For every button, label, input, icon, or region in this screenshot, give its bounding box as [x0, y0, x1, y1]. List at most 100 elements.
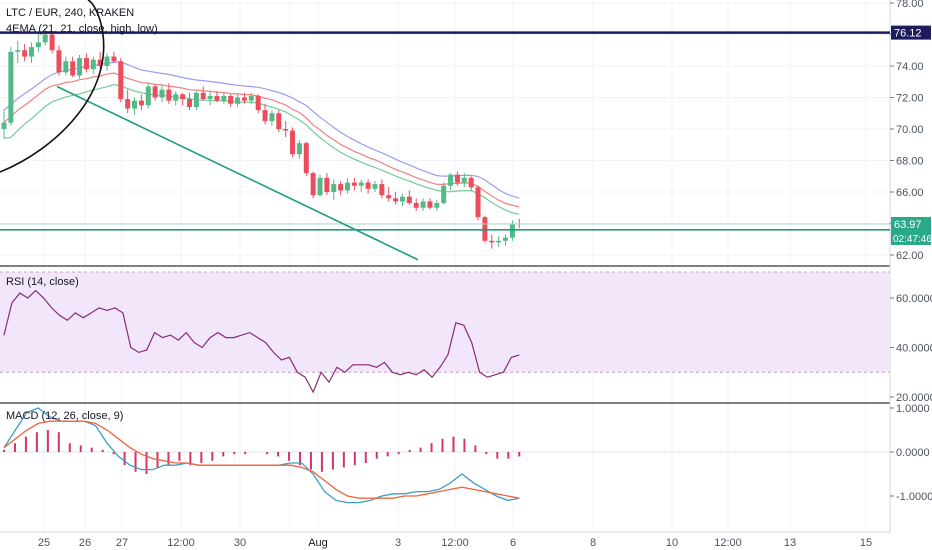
candle-body [310, 173, 316, 196]
candle-body [489, 240, 495, 243]
resistance-price-badge [891, 25, 931, 40]
candle-body [145, 86, 151, 106]
macd-tick-label: 0.0000 [896, 447, 930, 459]
candle-body [269, 113, 275, 122]
candle-body [255, 95, 261, 111]
last-price-badge [891, 216, 931, 245]
macd-title[interactable]: MACD (12, 26, close, 9) [6, 410, 124, 422]
time-tick-label: 8 [590, 537, 596, 549]
descending-trendline [56, 85, 419, 261]
symbol-title[interactable]: LTC / EUR, 240, KRAKEN [6, 7, 135, 19]
candle-body [228, 95, 234, 104]
candle-body [70, 61, 76, 76]
candle-body [331, 184, 337, 192]
candle-body [393, 198, 399, 202]
candle-body [248, 95, 254, 101]
time-tick-label: 12:00 [714, 537, 742, 549]
candle-body [1, 122, 7, 129]
time-tick-label: 25 [38, 537, 50, 549]
candle-body [152, 86, 158, 98]
candle-body [262, 110, 268, 122]
time-tick-label: 3 [395, 537, 401, 549]
macd-tick-label: 1.0000 [896, 403, 930, 415]
macd-tick-label: -1.0000 [896, 491, 932, 503]
candle-body [118, 61, 124, 100]
ema-low-line [3, 83, 520, 215]
time-tick-label: 13 [784, 537, 796, 549]
candle-body [241, 97, 247, 101]
candle-body [15, 50, 21, 52]
candle-body [159, 89, 165, 98]
rsi-band [0, 272, 890, 373]
candle-body [193, 92, 199, 107]
candle-body [386, 195, 392, 199]
candle-body [63, 61, 69, 73]
candle-body [379, 184, 385, 196]
candle-body [186, 99, 192, 107]
time-tick-label: 26 [79, 537, 91, 549]
time-tick-label: Aug [308, 537, 328, 549]
candle-body [132, 100, 138, 109]
time-tick-label: 27 [116, 537, 128, 549]
time-tick-label: 12:00 [441, 537, 469, 549]
rsi-tick-label: 60.0000 [896, 293, 932, 305]
candle-body [420, 201, 426, 208]
candle-body [42, 34, 48, 43]
rsi-title[interactable]: RSI (14, close) [6, 276, 79, 288]
ema-indicator-title[interactable]: 4EMA (21, 21, close, high, low) [6, 23, 158, 35]
candle-body [461, 177, 467, 183]
price-tick-label: 74.00 [896, 61, 924, 73]
macd-line [3, 407, 520, 504]
price-tick-label: 70.00 [896, 124, 924, 136]
candle-body [406, 196, 412, 204]
candle-body [503, 237, 509, 241]
candle-body [22, 50, 28, 57]
candle-body [90, 59, 96, 70]
candle-body [434, 203, 440, 208]
candle-body [49, 34, 55, 51]
price-tick-label: 78.00 [896, 0, 924, 10]
candle-body [358, 182, 364, 186]
ema-close-line [3, 72, 520, 208]
candle-body [441, 185, 447, 204]
rsi-tick-label: 20.0000 [896, 392, 932, 404]
candle-body [125, 99, 131, 109]
candle-body [338, 184, 344, 191]
last-price-label: 63.97 [894, 219, 922, 231]
price-tick-label: 66.00 [896, 187, 924, 199]
candle-body [97, 59, 103, 66]
candle-body [111, 56, 117, 62]
candle-body [365, 182, 371, 189]
candle-body [303, 143, 309, 174]
axis-layer: 78.0076.0074.0072.0070.0068.0066.0064.00… [38, 0, 932, 549]
candle-body [276, 113, 282, 129]
rsi-line [3, 289, 520, 394]
time-tick-label: 15 [860, 537, 872, 549]
ema-high-line [3, 61, 520, 199]
time-tick-label: 10 [666, 537, 678, 549]
candle-body [399, 196, 405, 202]
time-tick-label: 12:00 [167, 537, 195, 549]
candle-body [448, 174, 454, 186]
candle-body [166, 89, 172, 101]
time-tick-label: 30 [234, 537, 246, 549]
candle-body [351, 182, 357, 186]
price-tick-label: 72.00 [896, 93, 924, 105]
candle-body [138, 100, 144, 106]
price-pane [0, 0, 890, 261]
candle-body [427, 201, 433, 208]
candle-body [235, 97, 241, 104]
candle-body [56, 50, 62, 73]
time-tick-label: 6 [510, 537, 516, 549]
candle-body [283, 129, 289, 131]
candle-body [221, 95, 227, 101]
candle-body [454, 174, 460, 183]
candle-body [214, 95, 220, 101]
arc-drawing [0, 0, 105, 173]
candle-body [496, 240, 502, 243]
rsi-pane [0, 271, 890, 394]
rsi-tick-label: 40.0000 [896, 343, 932, 355]
signal-line [3, 420, 520, 499]
price-tick-label: 68.00 [896, 156, 924, 168]
